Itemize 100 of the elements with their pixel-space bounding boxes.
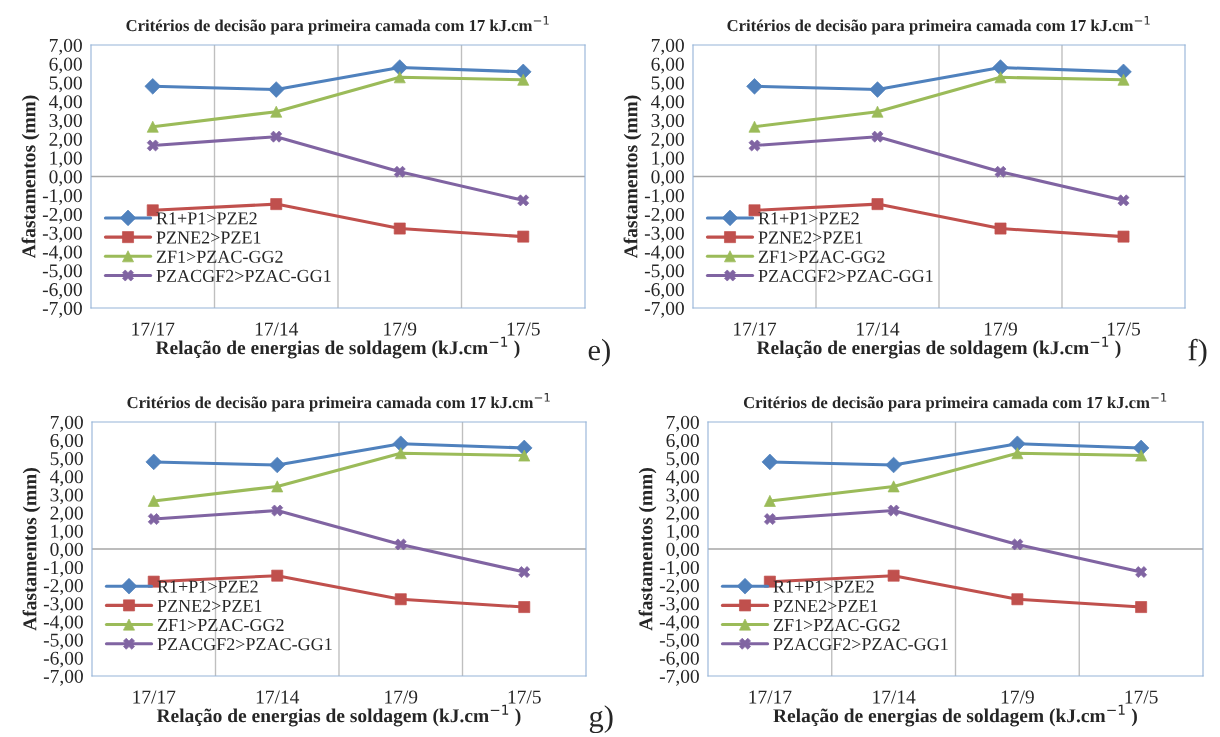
y-tick-label: -5,00 xyxy=(42,264,82,281)
legend-label: PZACGF2>PZAC-GG1 xyxy=(758,269,933,282)
y-tick-label: -2,00 xyxy=(644,207,684,224)
chart-title: Critérios de decisão para primeira camada com 17 kJ.cm$^{−1}$ xyxy=(743,393,1167,412)
y-tick-label: -1,00 xyxy=(644,189,684,206)
y-tick-label: 4,00 xyxy=(50,470,83,487)
y-tick-label: 6,00 xyxy=(49,57,82,74)
x-tick-label: 17/14 xyxy=(873,690,916,704)
y-tick-label: -3,00 xyxy=(42,226,82,243)
legend-label: ZF1>PZAC-GG2 xyxy=(157,618,284,632)
legend-label: PZNE2>PZE1 xyxy=(157,599,262,612)
legend-label: PZNE2>PZE1 xyxy=(773,599,878,612)
y-tick-label: 6,00 xyxy=(651,57,684,74)
chart-title: Critérios de decisão para primeira camada com 17 kJ.cm$^{−1}$ xyxy=(127,393,550,412)
text: f) xyxy=(1188,338,1207,367)
y-tick-label: 2,00 xyxy=(666,506,699,523)
y-tick-label: -6,00 xyxy=(644,283,684,299)
y-tick-label: 5,00 xyxy=(50,452,83,469)
legend-label: ZF1>PZAC-GG2 xyxy=(758,250,885,263)
y-tick-label: -6,00 xyxy=(42,283,82,299)
x-tick-label: 17/17 xyxy=(734,322,777,336)
y-axis-title: Afastamentos (mm) xyxy=(22,468,41,631)
y-tick-label: -4,00 xyxy=(43,615,83,632)
x-tick-label: 17/5 xyxy=(1107,322,1141,336)
y-tick-label: -5,00 xyxy=(659,633,699,650)
y-tick-label: 6,00 xyxy=(50,433,83,450)
y-tick-label: -3,00 xyxy=(659,597,699,614)
y-tick-label: -2,00 xyxy=(43,579,83,596)
y-tick-label: 1,00 xyxy=(50,151,82,168)
y-tick-label: 5,00 xyxy=(49,76,82,93)
y-tick-label: 4,00 xyxy=(666,470,699,487)
y-tick-label: 0,00 xyxy=(49,170,82,187)
x-tick-label: 17/5 xyxy=(507,322,540,336)
y-tick-label: -2,00 xyxy=(42,207,82,224)
y-tick-label: -1,00 xyxy=(43,560,83,577)
legend-label: PZACGF2>PZAC-GG1 xyxy=(773,638,948,651)
y-tick-label: 1,00 xyxy=(51,524,83,541)
y-tick-label: 3,00 xyxy=(50,488,83,505)
y-axis-title: Afastamentos (mm) xyxy=(21,95,40,259)
x-tick-label: 17/17 xyxy=(133,690,176,704)
y-tick-label: -5,00 xyxy=(644,264,684,281)
chart-title: Critérios de decisão para primeira camada com 17 kJ.cm$^{−1}$ xyxy=(126,16,549,35)
y-tick-label: -3,00 xyxy=(644,226,684,243)
x-tick-label: 17/9 xyxy=(984,322,1017,336)
y-tick-label: 4,00 xyxy=(49,95,82,112)
y-tick-label: -1,00 xyxy=(659,560,699,577)
y-axis-title: Afastamentos (mm) xyxy=(638,468,657,631)
y-tick-label: -7,00 xyxy=(43,669,83,686)
x-tick-label: 17/17 xyxy=(749,690,792,704)
y-axis-title: Afastamentos (mm) xyxy=(623,95,642,259)
x-axis-title: Relação de energias de soldagem (kJ.cm$^{−1}$ ) xyxy=(773,704,1137,727)
y-tick-label: -5,00 xyxy=(43,633,83,650)
x-tick-label: 17/9 xyxy=(385,690,418,704)
text: e) xyxy=(588,338,610,367)
y-tick-label: 5,00 xyxy=(666,452,699,469)
y-tick-label: 4,00 xyxy=(651,95,684,112)
y-tick-label: 1,00 xyxy=(667,524,699,541)
x-tick-label: 17/17 xyxy=(132,322,175,336)
y-tick-label: -7,00 xyxy=(659,669,699,686)
y-tick-label: 3,00 xyxy=(666,488,699,505)
y-tick-label: -3,00 xyxy=(43,597,83,614)
x-axis-title: Relação de energias de soldagem (kJ.cm$^{−1}$ ) xyxy=(155,336,520,359)
y-tick-label: 2,00 xyxy=(49,132,82,149)
x-tick-label: 17/14 xyxy=(857,322,900,336)
point xyxy=(268,81,285,98)
legend-label: PZNE2>PZE1 xyxy=(758,231,863,244)
y-tick-label: -6,00 xyxy=(43,651,83,668)
x-axis-title: Relação de energias de soldagem (kJ.cm$^{−1}$ ) xyxy=(756,336,1121,359)
y-tick-label: 6,00 xyxy=(666,433,699,450)
x-tick-label: 17/5 xyxy=(508,690,541,704)
y-tick-label: 0,00 xyxy=(50,542,83,559)
legend-label: ZF1>PZAC-GG2 xyxy=(773,618,900,632)
legend-label: R1+P1>PZE2 xyxy=(773,580,874,593)
y-tick-label: 1,00 xyxy=(652,151,684,168)
y-tick-label: -2,00 xyxy=(659,579,699,596)
x-axis-title: Relação de energias de soldagem (kJ.cm$^{−1}$ ) xyxy=(156,704,521,727)
y-tick-label: 2,00 xyxy=(50,506,83,523)
chart-title: Critérios de decisão para primeira camada com 17 kJ.cm$^{−1}$ xyxy=(727,16,1150,35)
y-tick-label: 0,00 xyxy=(651,170,684,187)
y-tick-label: -4,00 xyxy=(659,615,699,632)
y-tick-label: 7,00 xyxy=(50,415,83,432)
y-tick-label: -7,00 xyxy=(644,301,684,318)
x-tick-label: 17/9 xyxy=(384,322,417,336)
x-tick-label: 17/14 xyxy=(256,690,300,704)
x-tick-label: 17/5 xyxy=(1125,690,1158,704)
y-tick-label: 5,00 xyxy=(651,76,684,93)
y-tick-label: 0,00 xyxy=(666,542,699,559)
legend-label: PZACGF2>PZAC-GG1 xyxy=(157,638,332,651)
legend-label: R1+P1>PZE2 xyxy=(157,580,258,593)
legend-label: R1+P1>PZE2 xyxy=(156,212,257,225)
legend-label: R1+P1>PZE2 xyxy=(758,212,859,225)
y-tick-label: 2,00 xyxy=(651,132,684,149)
legend-label: PZNE2>PZE1 xyxy=(156,231,261,244)
y-tick-label: -1,00 xyxy=(42,189,82,206)
legend-label: ZF1>PZAC-GG2 xyxy=(156,250,283,263)
x-tick-label: 17/9 xyxy=(1001,690,1034,704)
legend-label: PZACGF2>PZAC-GG1 xyxy=(156,269,331,282)
y-tick-label: 3,00 xyxy=(49,113,82,130)
y-tick-label: -4,00 xyxy=(42,245,82,262)
y-tick-label: -4,00 xyxy=(644,245,684,262)
